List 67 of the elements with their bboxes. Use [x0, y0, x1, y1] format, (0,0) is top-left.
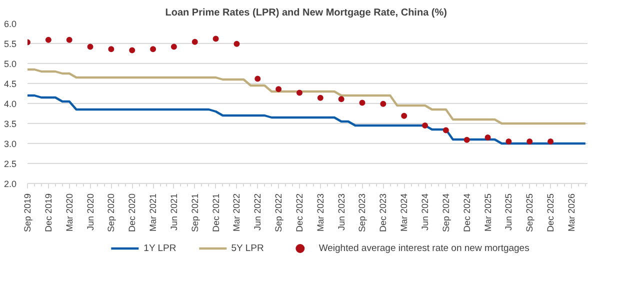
x-tick-label: Jun 2020 [85, 193, 96, 231]
point [484, 134, 491, 140]
point [254, 76, 261, 82]
point [526, 138, 533, 144]
x-tick-label: Sep 2021 [190, 193, 200, 232]
point [212, 36, 219, 42]
point [170, 44, 177, 50]
legend-label: 5Y LPR [231, 242, 264, 254]
y-tick-label: 3.5 [4, 119, 17, 129]
x-tick-label: Mar 2023 [315, 193, 326, 232]
x-tick-label: Jun 2021 [168, 193, 179, 231]
x-tick-label: Sep 2019 [22, 193, 32, 232]
y-tick-label: 5.0 [4, 59, 17, 69]
point [45, 36, 52, 43]
x-tick-label: Mar 2025 [482, 193, 493, 232]
x-tick-label: Jun 2023 [336, 193, 346, 231]
x-tick-label: Dec 2021 [210, 193, 221, 232]
y-tick-label: 4.5 [4, 79, 17, 89]
point [359, 100, 366, 106]
chart-title: Loan Prime Rates (LPR) and New Mortgage Rate, China (%) [165, 8, 447, 18]
x-tick-label: Dec 2025 [546, 193, 556, 232]
x-tick-label: Mar 2020 [64, 193, 74, 232]
point [192, 38, 198, 45]
x-tick-label: Dec 2019 [43, 193, 54, 232]
y-tick-label: 4.0 [4, 99, 17, 109]
point [317, 94, 324, 101]
x-tick-label: Jun 2024 [420, 193, 430, 231]
x-tick-label: Sep 2023 [357, 193, 368, 232]
x-tick-label: Mar 2026 [566, 193, 576, 232]
x-tick-label: Dec 2020 [127, 193, 138, 232]
y-tick-label: 6.0 [4, 19, 17, 29]
point [548, 138, 554, 144]
point [276, 86, 282, 92]
point [66, 36, 72, 43]
point [464, 136, 470, 143]
x-tick-label: Dec 2022 [294, 193, 304, 232]
point [87, 44, 94, 50]
point [108, 46, 114, 52]
x-tick-label: Mar 2021 [148, 193, 158, 232]
point [506, 138, 512, 144]
x-tick-label: Dec 2024 [462, 193, 472, 232]
legend-label: 1Y LPR [144, 242, 176, 254]
point [422, 122, 428, 128]
x-tick-label: Sep 2024 [440, 193, 451, 232]
y-tick-label: 2.5 [4, 159, 17, 169]
x-tick-label: Dec 2023 [378, 193, 388, 232]
y-tick-label: 5.5 [4, 39, 17, 49]
y-tick-label: 3.0 [4, 139, 17, 149]
x-tick-label: Jun 2025 [504, 193, 514, 231]
point [234, 40, 240, 47]
y-tick-label: 2.0 [4, 179, 17, 189]
x-tick-label: Sep 2022 [274, 193, 284, 232]
point [338, 96, 344, 102]
x-tick-label: Jun 2022 [252, 193, 263, 231]
point [401, 112, 408, 119]
point [150, 46, 156, 52]
x-tick-label: Mar 2022 [232, 193, 242, 232]
x-tick-label: Sep 2025 [524, 193, 535, 232]
point [129, 47, 136, 54]
point [296, 90, 302, 96]
line-series [28, 94, 587, 145]
line-series [28, 68, 587, 125]
legend-label: Weighted average interest rate on new mortgages [318, 242, 530, 254]
x-tick-label: Sep 2020 [106, 193, 116, 232]
x-tick-label: Mar 2024 [399, 193, 410, 232]
point [380, 100, 386, 107]
point [442, 127, 449, 134]
